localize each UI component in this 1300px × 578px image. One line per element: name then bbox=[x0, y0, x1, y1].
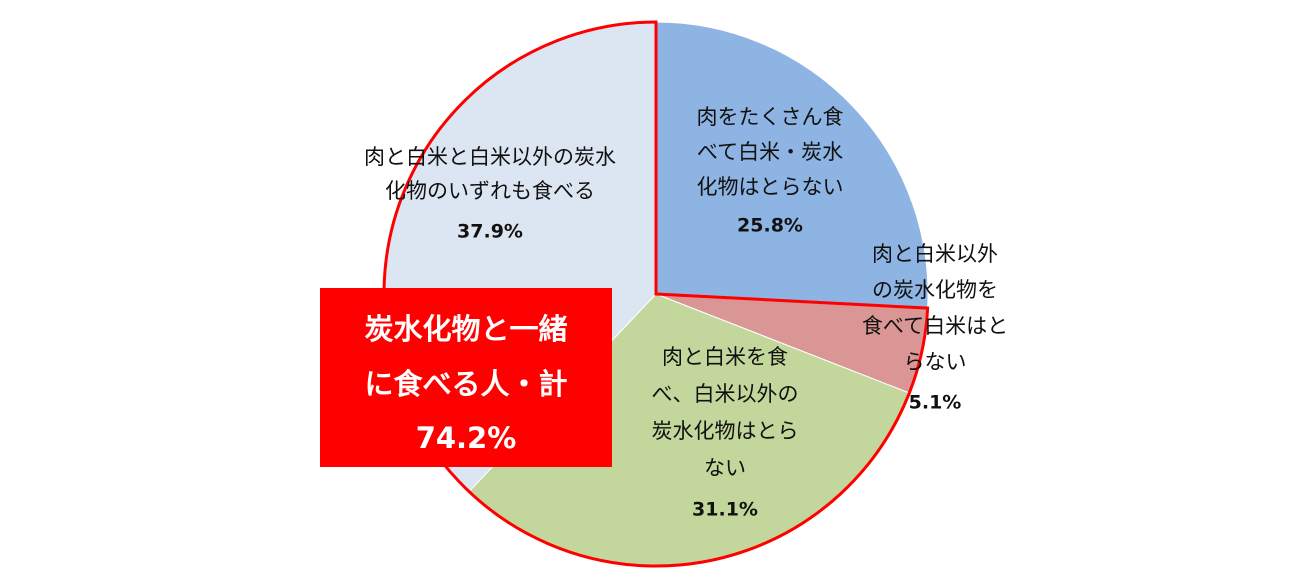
slice-label: 肉と白米と白米以外の炭水化物のいずれも食べる bbox=[364, 145, 616, 203]
value-label: 5.1% bbox=[909, 392, 962, 414]
pie-slice bbox=[655, 21, 929, 309]
slice-label: 肉と白米を食べ、白米以外の炭水化物はとらない bbox=[652, 345, 799, 480]
slice-label: 肉をたくさん食べて白米・炭水化物はとらない bbox=[697, 105, 844, 199]
annotation-box bbox=[320, 288, 612, 467]
annotation-text: 炭水化物と一緒 bbox=[364, 312, 567, 346]
value-label: 31.1% bbox=[692, 499, 758, 521]
slice-label: 肉と白米以外の炭水化物を食べて白米はとらない bbox=[862, 242, 1008, 374]
group-outline bbox=[382, 20, 930, 568]
annotation-total: 74.2% bbox=[416, 421, 517, 455]
annotation-text: に食べる人・計 bbox=[364, 367, 567, 401]
value-label: 37.9% bbox=[457, 221, 523, 243]
value-label: 25.8% bbox=[737, 215, 803, 237]
